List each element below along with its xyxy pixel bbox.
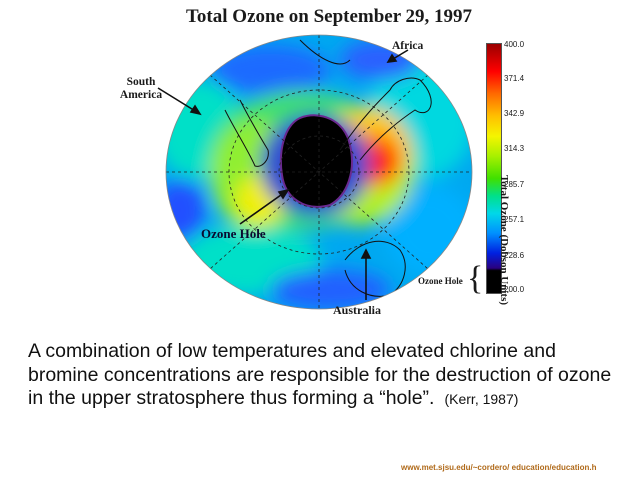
label-arrows <box>157 49 409 300</box>
label-africa: Africa <box>392 40 424 52</box>
ozone-map <box>157 34 473 310</box>
colorbar <box>486 43 502 294</box>
label-ozone-hole: Ozone Hole <box>201 226 266 241</box>
colorbar-tick: 200.0 <box>504 285 525 294</box>
colorbar-tick: 285.7 <box>504 180 525 189</box>
colorbar-tick: 400.0 <box>504 40 525 49</box>
label-australia: Australia <box>333 303 381 317</box>
colorbar-tick: 342.9 <box>504 109 525 118</box>
caption: A combination of low temperatures and el… <box>28 340 628 412</box>
caption-text: A combination of low temperatures and el… <box>28 340 612 409</box>
source-url: www.met.sjsu.edu/~cordero/ education/edu… <box>401 463 597 472</box>
colorbar-tick: 257.1 <box>504 215 525 224</box>
label-south-america: South America <box>119 76 163 101</box>
colorbar-tick: 314.3 <box>504 144 525 153</box>
caption-citation: (Kerr, 1987) <box>444 391 519 407</box>
colorbar-tick: 228.6 <box>504 251 525 260</box>
brace-icon: { <box>467 260 484 297</box>
colorbar-tick: 371.4 <box>504 74 525 83</box>
label-ozone-hole-key: Ozone Hole <box>418 276 463 286</box>
map-title: Total Ozone on September 29, 1997 <box>186 6 473 27</box>
colorbar-title: Total Ozone (Dobson Units) <box>498 174 510 306</box>
